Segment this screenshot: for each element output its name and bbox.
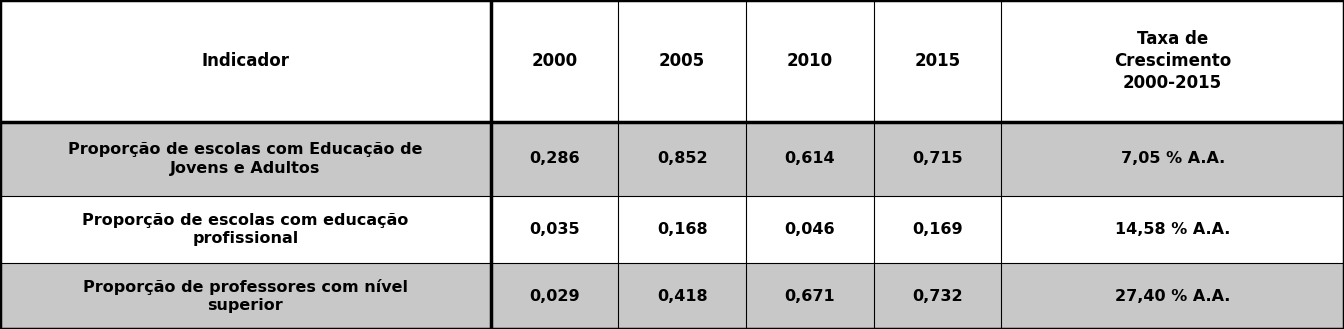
Text: Taxa de
Crescimento
2000-2015: Taxa de Crescimento 2000-2015 [1114, 30, 1231, 92]
Text: Proporção de professores com nível
superior: Proporção de professores com nível super… [83, 279, 407, 314]
Bar [1001, 263, 1344, 329]
Bar [0, 0, 491, 122]
Text: 7,05 % A.A.: 7,05 % A.A. [1121, 151, 1224, 166]
Text: 2015: 2015 [914, 52, 961, 70]
Text: 0,418: 0,418 [657, 289, 707, 304]
Text: 0,614: 0,614 [785, 151, 835, 166]
Text: 0,732: 0,732 [913, 289, 962, 304]
Bar [1001, 0, 1344, 122]
Text: 2010: 2010 [786, 52, 833, 70]
Bar [491, 196, 618, 263]
Bar [618, 263, 746, 329]
Bar [746, 0, 874, 122]
Bar [491, 0, 618, 122]
Text: 0,715: 0,715 [913, 151, 962, 166]
Text: 0,286: 0,286 [530, 151, 579, 166]
Text: 2005: 2005 [659, 52, 706, 70]
Bar [618, 122, 746, 196]
Bar [746, 263, 874, 329]
Text: 0,169: 0,169 [913, 222, 962, 237]
Text: Indicador: Indicador [202, 52, 289, 70]
Bar [1001, 122, 1344, 196]
Text: 0,168: 0,168 [657, 222, 707, 237]
Bar [491, 263, 618, 329]
Bar [0, 196, 491, 263]
Text: 0,852: 0,852 [657, 151, 707, 166]
Bar [618, 196, 746, 263]
Bar [874, 263, 1001, 329]
Text: 0,671: 0,671 [785, 289, 835, 304]
Bar [0, 122, 491, 196]
Bar [874, 0, 1001, 122]
Text: 27,40 % A.A.: 27,40 % A.A. [1116, 289, 1230, 304]
Text: 0,029: 0,029 [530, 289, 579, 304]
Bar [746, 196, 874, 263]
Bar [874, 122, 1001, 196]
Bar [746, 122, 874, 196]
Bar [0, 263, 491, 329]
Text: Proporção de escolas com Educação de
Jovens e Adultos: Proporção de escolas com Educação de Jov… [69, 142, 422, 176]
Text: 0,046: 0,046 [785, 222, 835, 237]
Bar [874, 196, 1001, 263]
Bar [618, 0, 746, 122]
Bar [491, 122, 618, 196]
Text: 14,58 % A.A.: 14,58 % A.A. [1116, 222, 1230, 237]
Bar [1001, 196, 1344, 263]
Text: Proporção de escolas com educação
profissional: Proporção de escolas com educação profis… [82, 213, 409, 246]
Text: 2000: 2000 [531, 52, 578, 70]
Text: 0,035: 0,035 [530, 222, 579, 237]
